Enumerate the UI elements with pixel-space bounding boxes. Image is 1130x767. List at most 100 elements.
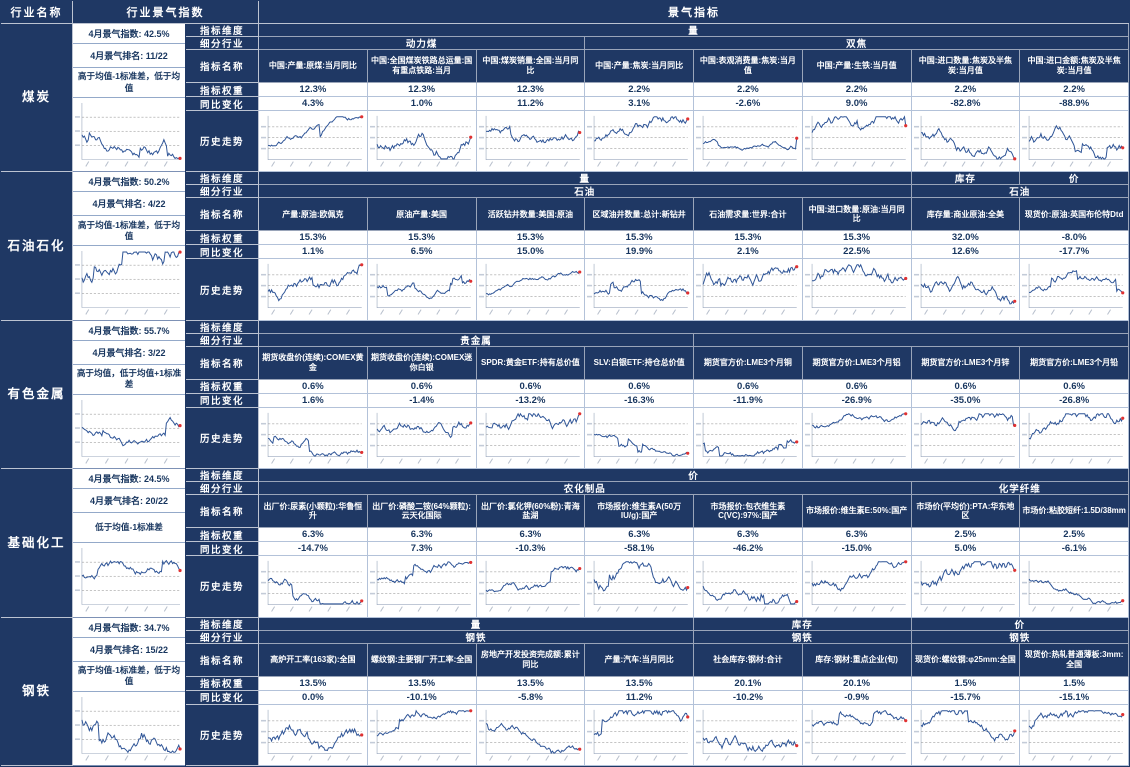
indicator-yoy-cell: 15.0% [476,245,586,260]
industry-index-panel: 4月景气指数: 24.5% 4月景气排名: 20/22 低于均值-1标准差 [73,469,186,618]
indicator-yoy-cell: 22.5% [802,245,912,260]
indicator-name-cell: SPDR:黄金ETF:持有总价值 [476,346,586,380]
dimension-cell: 量 [259,24,1129,37]
row-label-indicator-name: 指标名称 [186,346,259,380]
row-label-indicator-name: 指标名称 [186,50,259,83]
indicator-name-cell: 原油产量:美国 [367,198,477,232]
indicator-trend-chart [911,704,1021,767]
sparkline [261,263,364,316]
indicator-trend-chart [259,704,368,767]
row-label-yoy: 同比变化 [186,393,259,408]
row-label-dimension: 指标维度 [186,24,259,37]
indicator-trend-chart [911,407,1021,470]
indicator-yoy-cell: -10.3% [476,542,586,557]
indicator-name-cell: 市场报价:维生素E:50%:国产 [802,495,912,529]
indicator-trend-chart [476,704,586,767]
indicator-yoy-cell: -26.9% [802,393,912,408]
indicator-weight-cell: 2.2% [694,83,803,97]
indicator-yoy-cell: 3.1% [585,97,694,111]
indicator-weight-cell: 6.3% [259,528,368,543]
sparkline [913,115,1016,167]
sparkline [74,696,182,761]
indicator-name-cell: 中国:产量:焦炭:当月同比 [585,50,694,83]
sub-industry-cell: 钢铁 [911,630,1129,644]
sparkline [804,412,908,464]
sparkline [369,561,473,612]
month-rank-value: 4月景气排名: 3/22 [73,340,185,365]
indicator-name-cell: 螺纹钢:主要钢厂开工率:全国 [367,643,477,677]
indicator-trend-chart [585,704,694,767]
indicator-name-cell: 中国:进口数量:原油:当月同比 [802,198,912,232]
index-position-note: 高于均值-1标准差，低于均值 [73,661,185,692]
dimension-cell: 价 [911,617,1129,631]
index-history-chart [73,98,185,173]
indicator-weight-cell: 0.6% [367,379,477,394]
indicator-weight-cell: 13.5% [259,676,368,691]
indicator-weight-cell: 15.3% [694,231,803,246]
industry-index-panel: 4月景气指数: 42.5% 4月景气排名: 11/22 高于均值-1标准差，低于均值 [73,24,186,173]
sparkline [369,115,473,167]
indicator-trend-chart [585,259,694,321]
industry-name: 钢铁 [1,617,73,767]
indicator-weight-cell: 15.3% [476,231,586,246]
sub-industry-cell: 石油 [911,185,1129,199]
industry-name: 有色金属 [1,320,73,470]
indicator-name-cell: 市场价(平均价):PTA:华东地区 [911,495,1021,529]
row-label-dimension: 指标维度 [186,172,259,186]
sparkline [913,264,1016,316]
indicator-name-cell: 高炉开工率(163家):全国 [259,643,368,677]
industry-index-panel: 4月景气指数: 50.2% 4月景气排名: 4/22 高于均值-1标准差，低于均值 [73,172,186,321]
sparkline [587,561,690,612]
sparkline [696,115,799,167]
indicator-trend-chart [911,111,1021,173]
indicator-weight-cell: 2.5% [1020,528,1129,543]
indicator-trend-chart [694,704,803,767]
sparkline [74,250,182,316]
index-history-chart [73,394,185,470]
sparkline [1022,412,1125,464]
row-label-yoy: 同比变化 [186,690,259,705]
sparkline [478,115,581,167]
indicator-name-cell: 中国:进口金额:焦炭及半焦炭:当月值 [1020,50,1129,83]
indicator-yoy-cell: -5.8% [476,690,586,705]
indicator-weight-cell: 13.5% [585,676,694,691]
indicator-grid: 指标维度 细分行业 指标名称 指标权重 同比变化 历史走势 价农化制品 化学纤维 出厂价:尿素(… [186,469,1129,618]
sparkline [478,264,581,316]
indicator-name-cell: 区域油井数量:总计:新钻井 [585,198,694,232]
indicator-yoy-cell: -10.1% [367,690,477,705]
indicator-name-cell: 出厂价:尿素(小颗粒):华鲁恒升 [259,495,368,529]
table-header: 行业名称 行业景气指数 景气指标 [1,1,1129,24]
indicator-grid: 指标维度 细分行业 指标名称 指标权重 同比变化 历史走势 量动力煤 双焦 中国:产量:原煤:当… [186,24,1129,173]
sparkline [696,264,799,316]
industry-index-panel: 4月景气指数: 34.7% 4月景气排名: 15/22 高于均值-1标准差，低于均值 [73,617,186,767]
dimension-cell: 库存 [694,617,912,631]
indicator-trend-chart [1020,704,1129,767]
indicator-weight-cell: 6.3% [367,528,477,543]
indicator-name-cell: 期货官方价:LME3个月铜 [694,346,803,380]
sparkline [478,709,581,761]
sparkline [696,561,799,612]
month-index-value: 4月景气指数: 24.5% [73,469,185,490]
indicator-weight-cell: -8.0% [1020,231,1129,246]
indicator-trend-chart [585,407,694,470]
indicator-weight-cell: 2.2% [585,83,694,97]
indicator-trend-chart [802,111,912,173]
sparkline [478,561,581,612]
indicator-name-cell: 期货官方价:LME3个月铝 [802,346,912,380]
indicator-yoy-cell: -26.8% [1020,393,1129,408]
row-label-dimension: 指标维度 [186,617,259,631]
indicator-weight-cell: 0.6% [1020,379,1129,394]
indicator-trend-chart [476,111,586,173]
industry-name: 基础化工 [1,469,73,618]
indicator-yoy-cell: 5.0% [911,542,1021,557]
row-label-trend: 历史走势 [186,704,259,767]
indicator-weight-cell: 13.5% [367,676,477,691]
indicator-weight-cell: 15.3% [802,231,912,246]
indicator-name-cell: 中国:产量:原煤:当月同比 [259,50,368,83]
month-index-value: 4月景气指数: 42.5% [73,24,185,44]
indicator-name-cell: 市场价:粘胶短纤:1.5D/38mm [1020,495,1129,529]
indicator-weight-cell: 0.6% [911,379,1021,394]
sparkline [1022,561,1125,612]
indicator-name-cell: 出厂价:氯化钾(60%粉):青海盐湖 [476,495,586,529]
